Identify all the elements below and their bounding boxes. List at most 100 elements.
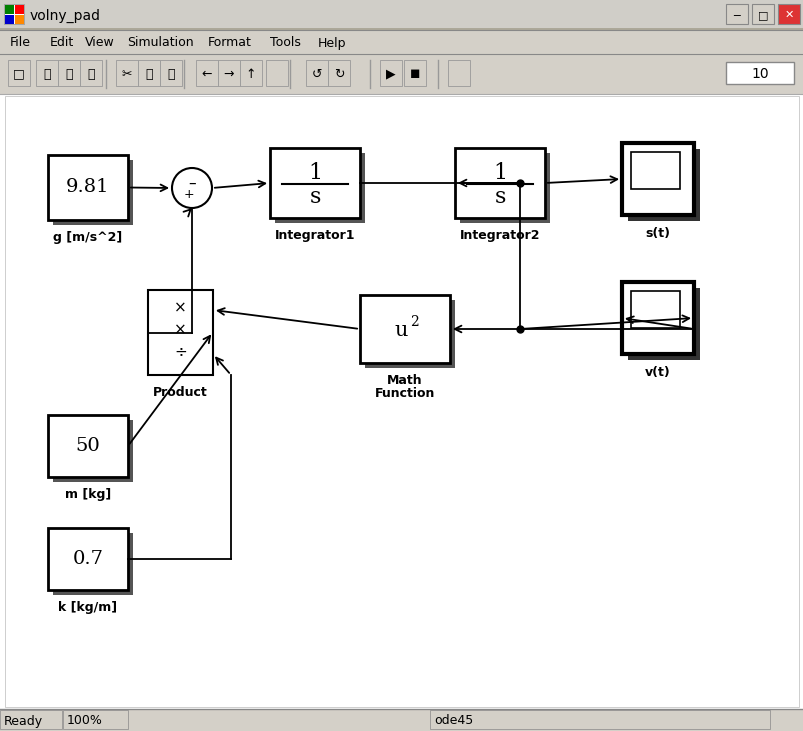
Text: 2: 2 — [409, 315, 418, 329]
Text: ▶: ▶ — [385, 67, 395, 80]
FancyBboxPatch shape — [160, 60, 181, 86]
Text: ↻: ↻ — [333, 67, 344, 80]
FancyBboxPatch shape — [627, 149, 699, 221]
Text: Simulation: Simulation — [127, 37, 194, 50]
FancyBboxPatch shape — [15, 15, 24, 24]
Text: 50: 50 — [75, 437, 100, 455]
FancyBboxPatch shape — [196, 60, 218, 86]
Text: u: u — [393, 322, 407, 341]
FancyBboxPatch shape — [622, 282, 693, 354]
Text: Function: Function — [374, 387, 434, 400]
FancyBboxPatch shape — [380, 60, 402, 86]
FancyBboxPatch shape — [430, 710, 769, 729]
Text: 9.81: 9.81 — [66, 178, 110, 197]
FancyBboxPatch shape — [63, 710, 128, 729]
Text: m [kg]: m [kg] — [65, 488, 111, 501]
Text: s: s — [494, 186, 505, 208]
FancyBboxPatch shape — [0, 94, 803, 709]
Text: Help: Help — [318, 37, 346, 50]
FancyBboxPatch shape — [15, 5, 24, 14]
FancyBboxPatch shape — [630, 291, 679, 328]
FancyBboxPatch shape — [270, 148, 360, 218]
Text: Product: Product — [153, 386, 208, 399]
Text: ←: ← — [202, 67, 212, 80]
FancyBboxPatch shape — [4, 4, 24, 24]
Text: ↺: ↺ — [312, 67, 322, 80]
Text: v(t): v(t) — [644, 366, 670, 379]
FancyBboxPatch shape — [116, 60, 138, 86]
FancyBboxPatch shape — [454, 148, 544, 218]
Text: s(t): s(t) — [645, 227, 670, 240]
FancyBboxPatch shape — [725, 62, 793, 84]
Text: View: View — [85, 37, 115, 50]
FancyBboxPatch shape — [459, 153, 549, 223]
Text: ✂: ✂ — [121, 67, 132, 80]
Text: □: □ — [13, 67, 25, 80]
Text: File: File — [10, 37, 31, 50]
Text: ─: ─ — [732, 10, 740, 20]
FancyBboxPatch shape — [138, 60, 160, 86]
Text: Edit: Edit — [50, 37, 74, 50]
FancyBboxPatch shape — [0, 0, 803, 28]
FancyBboxPatch shape — [240, 60, 262, 86]
FancyBboxPatch shape — [48, 528, 128, 590]
FancyBboxPatch shape — [275, 153, 365, 223]
Text: 10: 10 — [750, 67, 768, 81]
FancyBboxPatch shape — [48, 415, 128, 477]
Text: 100%: 100% — [67, 714, 103, 727]
Text: Integrator2: Integrator2 — [459, 229, 540, 242]
Text: Ready: Ready — [4, 714, 43, 727]
Text: k [kg/m]: k [kg/m] — [59, 601, 117, 614]
Text: –: – — [188, 175, 196, 191]
FancyBboxPatch shape — [0, 709, 803, 731]
Text: 💾: 💾 — [65, 67, 72, 80]
Text: ✕: ✕ — [784, 10, 793, 20]
FancyBboxPatch shape — [360, 295, 450, 363]
FancyBboxPatch shape — [0, 0, 803, 30]
Text: 1: 1 — [492, 162, 507, 184]
FancyBboxPatch shape — [53, 420, 132, 482]
Text: 0.7: 0.7 — [72, 550, 104, 568]
Text: g [m/s^2]: g [m/s^2] — [53, 231, 123, 244]
Text: →: → — [223, 67, 234, 80]
FancyBboxPatch shape — [148, 290, 213, 375]
FancyBboxPatch shape — [0, 710, 62, 729]
Text: +: + — [183, 189, 194, 202]
Text: 📋: 📋 — [167, 67, 174, 80]
FancyBboxPatch shape — [8, 60, 30, 86]
FancyBboxPatch shape — [266, 60, 287, 86]
FancyBboxPatch shape — [80, 60, 102, 86]
Text: □: □ — [756, 10, 768, 20]
Circle shape — [172, 168, 212, 208]
Text: 📁: 📁 — [43, 67, 51, 80]
Text: Integrator1: Integrator1 — [275, 229, 355, 242]
Text: ⧉: ⧉ — [145, 67, 153, 80]
Text: volny_pad: volny_pad — [30, 9, 101, 23]
FancyBboxPatch shape — [48, 155, 128, 220]
FancyBboxPatch shape — [0, 54, 803, 94]
FancyBboxPatch shape — [58, 60, 80, 86]
FancyBboxPatch shape — [53, 533, 132, 595]
Text: 1: 1 — [308, 162, 322, 184]
Text: ×: × — [174, 322, 186, 338]
FancyBboxPatch shape — [751, 4, 773, 24]
FancyBboxPatch shape — [0, 30, 803, 54]
FancyBboxPatch shape — [5, 5, 14, 14]
FancyBboxPatch shape — [777, 4, 799, 24]
FancyBboxPatch shape — [630, 151, 679, 189]
Text: s: s — [309, 186, 320, 208]
Text: ↑: ↑ — [246, 67, 256, 80]
FancyBboxPatch shape — [365, 300, 454, 368]
FancyBboxPatch shape — [403, 60, 426, 86]
FancyBboxPatch shape — [447, 60, 470, 86]
FancyBboxPatch shape — [306, 60, 328, 86]
FancyBboxPatch shape — [622, 143, 693, 215]
Text: ÷: ÷ — [174, 344, 186, 360]
FancyBboxPatch shape — [328, 60, 349, 86]
Text: Format: Format — [208, 37, 251, 50]
FancyBboxPatch shape — [218, 60, 240, 86]
Text: Tools: Tools — [270, 37, 300, 50]
Text: ◼: ◼ — [410, 67, 420, 80]
FancyBboxPatch shape — [725, 4, 747, 24]
Text: ode45: ode45 — [434, 714, 473, 727]
